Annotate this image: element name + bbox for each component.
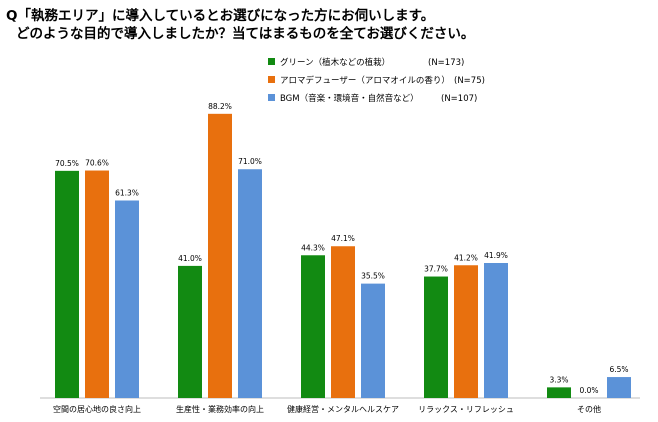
value-label-1-2: 41.0% [178,254,202,263]
bar-3-4 [484,262,508,398]
value-label-2-1: 70.6% [85,159,109,168]
bar-3-3 [361,283,385,398]
value-label-2-4: 41.2% [454,253,478,262]
legend-swatch-3 [268,94,275,101]
bar-1-1 [55,170,79,398]
bar-2-1 [85,170,109,398]
bar-2-4 [454,265,478,398]
legend-label-3: BGM（音楽・環境音・自然音など） [280,93,419,104]
category-label-3: 健康経営・メンタルヘルスケア [287,404,399,414]
category-label-4: リラックス・リフレッシュ [418,405,514,414]
value-label-2-5: 0.0% [579,386,598,395]
value-label-1-3: 44.3% [301,243,325,252]
question-line-2: どのような目的で導入しましたか？当てはまるものを全てお選びください。 [16,26,475,42]
value-label-3-1: 61.3% [115,188,139,197]
value-label-3-2: 71.0% [238,157,262,166]
value-label-3-5: 6.5% [609,365,628,374]
value-label-1-4: 37.7% [424,265,448,274]
category-label-2: 生産性・業務効率の向上 [176,404,264,414]
bar-1-5 [547,387,571,398]
bar-2-2 [208,113,232,398]
legend-swatch-2 [268,76,275,83]
value-label-3-4: 41.9% [484,251,508,260]
legend-n-1: (N=173) [428,58,464,68]
bar-3-2 [238,169,262,398]
legend-n-3: (N=107) [441,94,477,104]
bar-1-3 [301,255,325,398]
bar-1-4 [424,276,448,398]
legend-n-2: (N=75) [454,76,485,86]
bar-3-5 [607,377,631,398]
value-label-1-1: 70.5% [55,159,79,168]
value-label-1-5: 3.3% [549,375,568,384]
question-line-1: Q「執務エリア」に導入しているとお選びになった方にお伺いします。 [6,8,435,24]
bar-2-3 [331,246,355,398]
bar-3-1 [115,200,139,398]
legend-label-2: アロマデフューザー（アロマオイルの香り） [280,75,450,86]
bar-1-2 [178,265,202,398]
value-label-2-3: 47.1% [331,234,355,243]
value-label-2-2: 88.2% [208,102,232,111]
legend-label-1: グリーン（植木などの植栽） [280,57,390,68]
category-label-1: 空間の居心地の良さ向上 [53,404,141,414]
legend-swatch-1 [268,58,275,65]
value-label-3-3: 35.5% [361,272,385,281]
category-label-5: その他 [577,404,601,414]
